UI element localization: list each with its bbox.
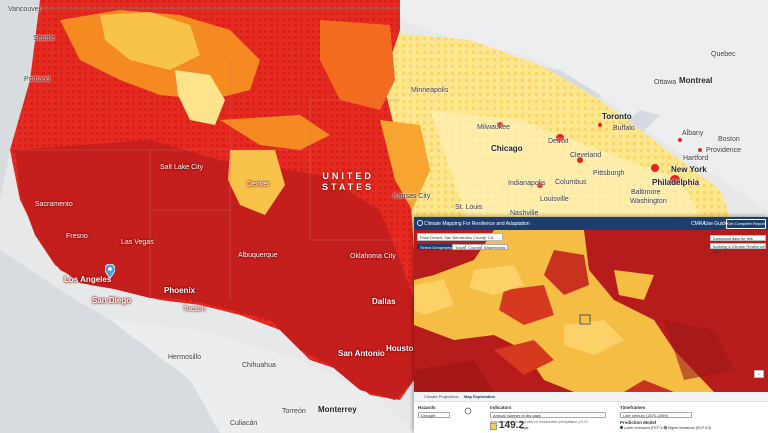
- city-label: Toronto: [602, 112, 632, 121]
- ocean-area: [0, 0, 270, 433]
- tab-bar: Climate Projections Map Exploration: [414, 392, 768, 402]
- nav-link-cmra[interactable]: CMRA: [691, 221, 706, 227]
- location-pin-icon[interactable]: [105, 264, 115, 278]
- tab-map-exploration[interactable]: Map Exploration: [464, 394, 496, 399]
- drought-band-orange-rockies: [220, 115, 330, 150]
- mexico-land: [110, 320, 414, 433]
- city-label: St. Louis: [455, 204, 483, 211]
- canada-land: [400, 0, 768, 210]
- city-label: Hermosillo: [168, 354, 202, 361]
- city-label: Albany: [682, 130, 704, 137]
- get-report-button[interactable]: Get Complete Report: [726, 219, 766, 229]
- location-search-input[interactable]: Palm Desert, San Bernardino County, CA: [417, 233, 503, 241]
- country-label: UNITED STATES: [322, 171, 375, 192]
- city-label: Portland: [24, 76, 51, 83]
- app-logo-icon: [417, 220, 423, 226]
- app-header: Climate Mapping For Resilience and Adapt…: [414, 217, 768, 230]
- timeframes-label: Timeframes: [620, 405, 646, 410]
- city-label: Albuquerque: [238, 252, 278, 259]
- resilience-plan-button[interactable]: Building a Climate Resilience Plan: [710, 243, 766, 254]
- city-label: Denver: [247, 181, 270, 188]
- city-label: Cleveland: [570, 152, 602, 159]
- city-label: Chicago: [491, 144, 523, 153]
- indicators-label: Indicators: [490, 405, 512, 410]
- drought-band-amber-east: [380, 120, 430, 210]
- indicator-swatch: [490, 423, 497, 430]
- app-title: Climate Mapping For Resilience and Adapt…: [424, 221, 530, 227]
- drought-band-yellow-north: [175, 70, 225, 125]
- city-label: New York: [671, 165, 707, 174]
- timeframe-select[interactable]: Late century (2070-2099): [620, 412, 692, 418]
- city-label: Buffalo: [613, 125, 635, 132]
- city-label: Culiacán: [230, 420, 258, 427]
- model-radio-higher[interactable]: Higher emissions (RCP 8.5): [664, 426, 711, 430]
- city-label: Dallas: [372, 297, 396, 306]
- download-data-button[interactable]: Download data for this location: [710, 235, 766, 246]
- city-label: Monterrey: [318, 405, 357, 414]
- city-label: Indianapolis: [508, 180, 546, 187]
- city-label: Detroit: [548, 138, 569, 145]
- city-label: Fresno: [66, 233, 88, 240]
- prediction-model-label: Prediction Model: [620, 420, 657, 425]
- city-label: Ottawa: [654, 79, 677, 86]
- state-borders: [20, 60, 400, 300]
- city-label: Boston: [718, 136, 740, 143]
- indicator-unit: days: [520, 425, 529, 430]
- drought-band-dark-red: [15, 140, 414, 400]
- tab-climate-projections[interactable]: Climate Projections: [424, 394, 459, 399]
- drought-band-amber-rockies: [228, 150, 285, 215]
- city-label: Chihuahua: [242, 362, 276, 369]
- city-label: Milwaukee: [477, 124, 511, 131]
- city-label: Los Angeles: [64, 275, 112, 284]
- nav-link-use-guide[interactable]: Use Guide: [704, 221, 728, 227]
- cmra-app-window: Climate Mapping For Resilience and Adapt…: [414, 217, 768, 433]
- hazard-select[interactable]: Drought: [418, 412, 450, 418]
- drought-band-orange-plains: [320, 20, 395, 110]
- indicator-select[interactable]: Annual number of dry days: [490, 412, 606, 418]
- city-label: Philadelphia: [652, 178, 700, 187]
- drought-band-amber-north: [100, 12, 200, 70]
- city-label: Nashville: [510, 210, 539, 217]
- legend-collapse-icon[interactable]: ^: [754, 370, 764, 378]
- city-label: Las Vegas: [121, 239, 154, 246]
- model-radio-lower[interactable]: Lower emissions (RCP 4.5): [620, 426, 667, 430]
- city-label: Baltimore: [631, 189, 661, 196]
- urban-hotspots: [497, 122, 702, 188]
- controls-panel: Hazards Drought Indicators Annual number…: [414, 401, 768, 433]
- city-label: Torreón: [282, 408, 306, 415]
- city-label: Columbus: [555, 179, 587, 186]
- city-label: Phoenix: [164, 286, 196, 295]
- inset-map[interactable]: Palm Desert, San Bernardino County, CA S…: [414, 230, 768, 392]
- hazards-label: Hazards: [418, 405, 436, 410]
- city-label: San Antonio: [338, 349, 385, 358]
- indicator-value: 149.2: [499, 420, 525, 431]
- city-label: Louisville: [540, 196, 569, 203]
- city-label: Oklahoma City: [350, 253, 396, 260]
- city-label: Houston: [386, 344, 419, 353]
- city-label: Tucson: [183, 306, 206, 313]
- city-label: Salt Lake City: [160, 164, 204, 171]
- city-label: Minneapolis: [411, 87, 449, 94]
- city-label: Kansas City: [393, 193, 431, 200]
- drought-band-pale: [430, 110, 700, 230]
- city-label: Seattle: [33, 35, 55, 42]
- inset-map-canvas[interactable]: [414, 230, 768, 392]
- hazard-drought-icon: [464, 407, 472, 415]
- city-label: Providence: [706, 147, 742, 154]
- city-label: Pittsburgh: [593, 170, 625, 177]
- city-label: Quebec: [711, 51, 736, 58]
- chip-select-geography[interactable]: Select Geography: [417, 244, 456, 250]
- city-label: Washington: [630, 198, 667, 205]
- city-label: Sacramento: [35, 201, 73, 208]
- city-label: San Diego: [92, 296, 132, 305]
- city-label: Hartford: [683, 155, 709, 162]
- city-label: Montreal: [679, 76, 713, 85]
- chip-watersheds[interactable]: Watersheds: [481, 244, 509, 250]
- city-label: Vancouver: [8, 6, 41, 13]
